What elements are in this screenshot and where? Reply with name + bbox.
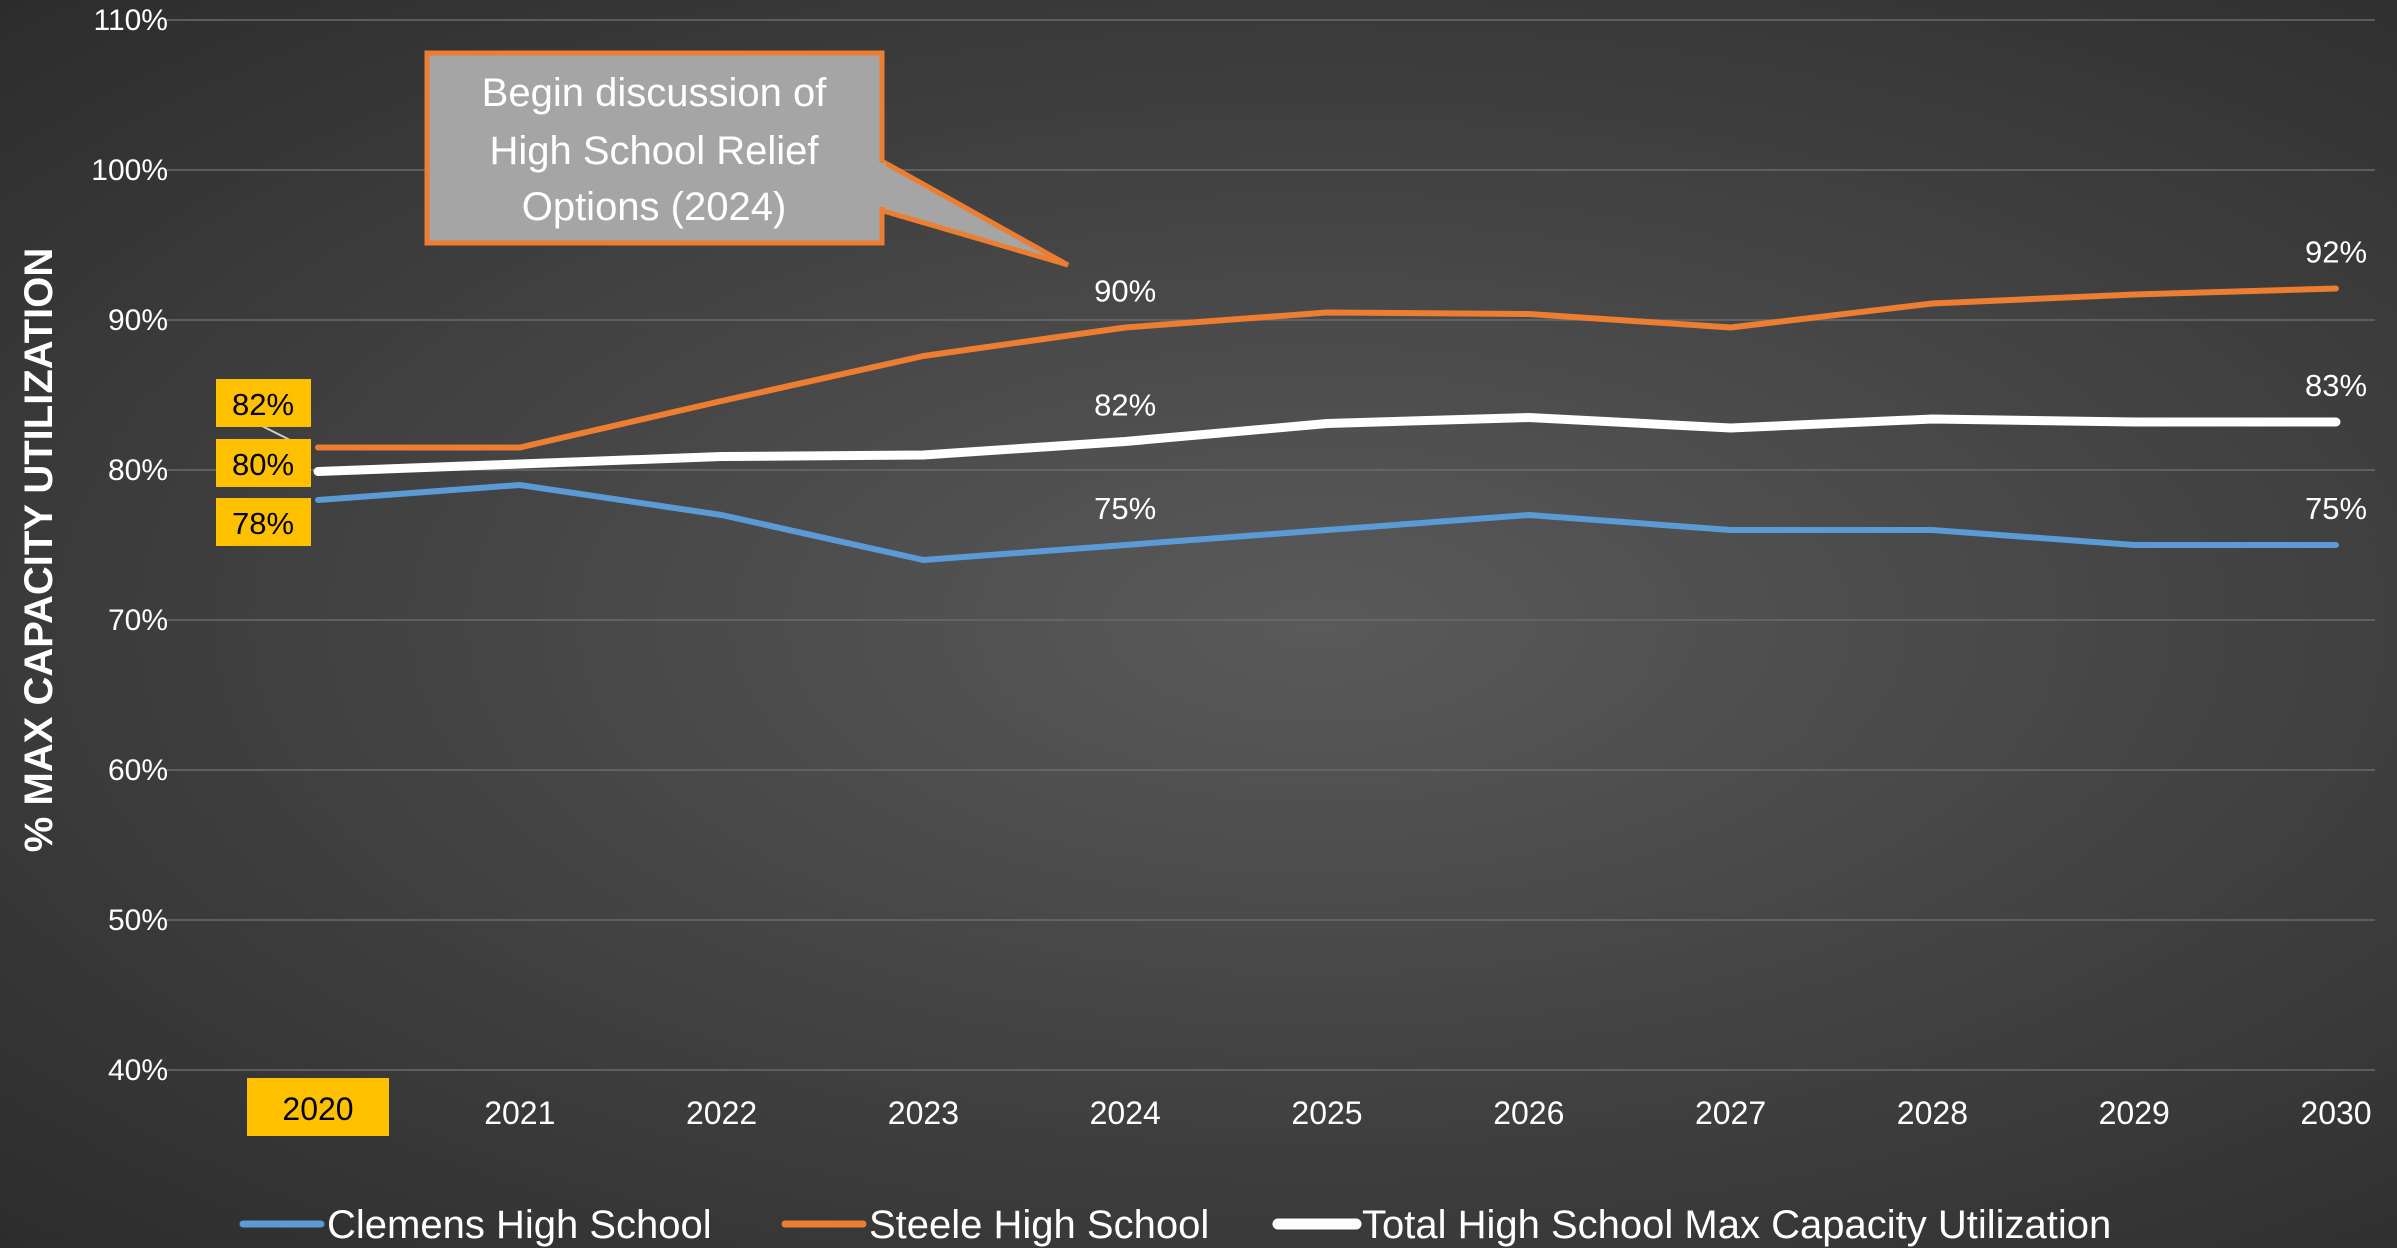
y-axis-label: % MAX CAPACITY UTILIZATION (17, 248, 61, 852)
x-tick-label: 2020 (282, 1091, 353, 1127)
series-lines (313, 285, 2341, 563)
y-tick-label: 60% (108, 754, 168, 787)
x-tick-label: 2022 (686, 1095, 757, 1131)
x-tick-label: 2029 (2099, 1095, 2170, 1131)
y-tick-label: 80% (108, 454, 168, 487)
series-line-3 (313, 413, 2341, 476)
x-tick-label: 2025 (1291, 1095, 1362, 1131)
x-tick-label: 2030 (2300, 1095, 2371, 1131)
series-line-1 (315, 482, 2339, 563)
legend: Clemens High School Steele High School Tot… (239, 1203, 2111, 1247)
legend-label: Total High School Max Capacity Utilizati… (1362, 1203, 2111, 1247)
legend-label: Steele High School (869, 1203, 1209, 1247)
y-tick-label: 100% (91, 154, 168, 187)
callout-pointer (877, 155, 1070, 268)
data-label-box (216, 498, 311, 546)
y-axis-ticks: 40% 50% 60% 70% 80% 90% 100% 110% (91, 4, 168, 1087)
x-tick-highlight-box (247, 1078, 389, 1136)
data-label-box (216, 379, 311, 427)
callout-seam (876, 163, 886, 207)
y-tick-label: 40% (108, 1054, 168, 1087)
y-tick-label: 70% (108, 604, 168, 637)
x-tick-label: 2028 (1897, 1095, 1968, 1131)
x-tick-label: 2027 (1695, 1095, 1766, 1131)
y-tick-label: 50% (108, 904, 168, 937)
data-label: 78% (232, 506, 294, 541)
x-tick-label: 2026 (1493, 1095, 1564, 1131)
callout-box (424, 50, 885, 246)
y-tick-label: 90% (108, 304, 168, 337)
data-label: 83% (2305, 368, 2367, 403)
x-tick-label: 2021 (484, 1095, 555, 1131)
y-tick-label: 110% (93, 4, 168, 37)
data-labels: 78% 75% 75% 82% 90% 92% 80% 82% 83% (216, 235, 2367, 546)
callout-line-3: Options (2024) (522, 185, 787, 229)
data-label: 82% (232, 387, 294, 422)
legend-label: Clemens High School (327, 1203, 712, 1247)
x-tick-label: 2023 (888, 1095, 959, 1131)
data-label: 92% (2305, 235, 2367, 270)
data-label-box (216, 439, 311, 487)
data-label: 75% (2305, 491, 2367, 526)
data-label: 90% (1094, 274, 1156, 309)
data-label: 82% (1094, 388, 1156, 423)
series-line-2 (315, 285, 2339, 451)
callout-line-2: High School Relief (489, 129, 819, 173)
annotation-callout: Begin discussion of High School Relief O… (424, 50, 1070, 268)
x-tick-label: 2024 (1090, 1095, 1161, 1131)
x-axis-ticks: 2020 2021 2022 2023 2024 2025 2026 2027 2028 2029… (247, 1078, 2372, 1136)
data-label: 75% (1094, 491, 1156, 526)
data-label: 80% (232, 447, 294, 482)
callout-line-1: Begin discussion of (482, 71, 828, 115)
